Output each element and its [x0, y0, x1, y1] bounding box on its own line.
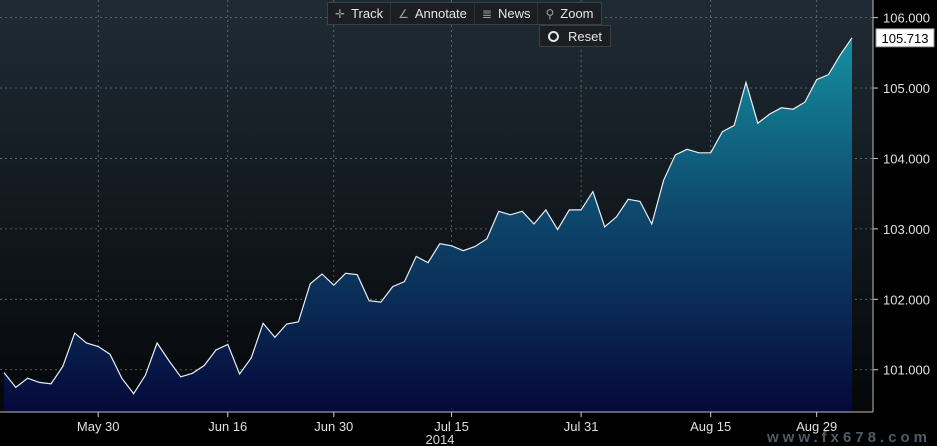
annotate-label: Annotate [414, 6, 467, 21]
last-value-text: 105.713 [882, 31, 929, 46]
news-label: News [497, 6, 531, 21]
x-tick-label: Jul 31 [564, 419, 599, 434]
x-axis-year-label: 2014 [426, 432, 455, 446]
y-tick-label: 101.000 [883, 363, 930, 378]
watermark: www.fx678.com [767, 429, 931, 446]
x-tick-label: Aug 29 [796, 419, 837, 434]
zoom-label: Zoom [560, 6, 594, 21]
y-tick-label: 104.000 [883, 151, 930, 166]
track-label: Track [351, 6, 384, 21]
last-value-label: 105.713 [875, 28, 935, 48]
x-tick-label: Jun 30 [314, 419, 353, 434]
y-tick-label: 105.000 [883, 81, 930, 96]
x-axis: May 30 Jun 16 Jun 30 Jul 15 Jul 31 Aug 15 Aug … [0, 411, 873, 434]
x-tick-label: Aug 15 [690, 419, 731, 434]
reset-button[interactable]: Reset [539, 25, 611, 47]
y-tick-label: 106.000 [883, 11, 930, 26]
x-tick-label: Jul 15 [434, 419, 469, 434]
zoom-button[interactable]: ⚲ Zoom [538, 3, 600, 24]
news-button[interactable]: ≣ News [475, 3, 539, 24]
axis-background [873, 0, 937, 446]
annotate-button[interactable]: ∠ Annotate [391, 3, 475, 24]
price-line [3, 37, 853, 395]
y-axis: 101.000 102.000 103.000 104.000 105.000 106.0… [872, 0, 930, 412]
crosshair-icon: ✛ [335, 6, 346, 21]
reset-radio-icon [548, 30, 559, 42]
news-list-icon: ≣ [481, 6, 492, 21]
x-tick-label: Jun 16 [208, 419, 247, 434]
price-area [4, 37, 852, 413]
reset-label: Reset [568, 28, 602, 44]
track-button[interactable]: ✛ Track [328, 3, 392, 24]
magnifier-icon: ⚲ [545, 6, 555, 21]
chart-toolbar: ✛ Track ∠ Annotate ≣ News ⚲ Zoom [327, 2, 602, 25]
y-tick-label: 103.000 [883, 222, 930, 237]
pencil-icon: ∠ [398, 6, 409, 21]
x-tick-label: May 30 [77, 419, 120, 434]
y-tick-label: 102.000 [883, 292, 930, 307]
bottom-axis-background [0, 412, 873, 446]
